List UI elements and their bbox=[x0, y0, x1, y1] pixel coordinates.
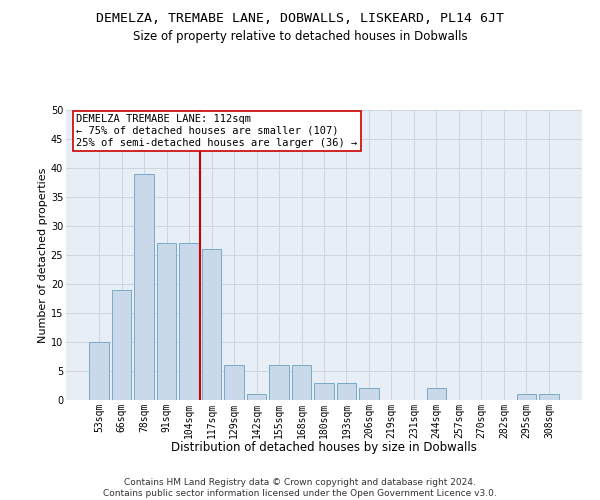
Bar bbox=[89, 342, 109, 400]
Bar bbox=[337, 382, 356, 400]
Text: Contains HM Land Registry data © Crown copyright and database right 2024.
Contai: Contains HM Land Registry data © Crown c… bbox=[103, 478, 497, 498]
Y-axis label: Number of detached properties: Number of detached properties bbox=[38, 168, 48, 342]
Bar bbox=[269, 365, 289, 400]
Bar bbox=[314, 382, 334, 400]
Bar bbox=[292, 365, 311, 400]
Bar bbox=[179, 244, 199, 400]
Bar bbox=[224, 365, 244, 400]
Bar bbox=[427, 388, 446, 400]
Bar bbox=[112, 290, 131, 400]
X-axis label: Distribution of detached houses by size in Dobwalls: Distribution of detached houses by size … bbox=[171, 441, 477, 454]
Bar bbox=[359, 388, 379, 400]
Bar bbox=[517, 394, 536, 400]
Bar bbox=[202, 249, 221, 400]
Bar bbox=[157, 244, 176, 400]
Text: DEMELZA TREMABE LANE: 112sqm
← 75% of detached houses are smaller (107)
25% of s: DEMELZA TREMABE LANE: 112sqm ← 75% of de… bbox=[76, 114, 358, 148]
Text: Size of property relative to detached houses in Dobwalls: Size of property relative to detached ho… bbox=[133, 30, 467, 43]
Bar bbox=[134, 174, 154, 400]
Text: DEMELZA, TREMABE LANE, DOBWALLS, LISKEARD, PL14 6JT: DEMELZA, TREMABE LANE, DOBWALLS, LISKEAR… bbox=[96, 12, 504, 26]
Bar bbox=[539, 394, 559, 400]
Bar bbox=[247, 394, 266, 400]
